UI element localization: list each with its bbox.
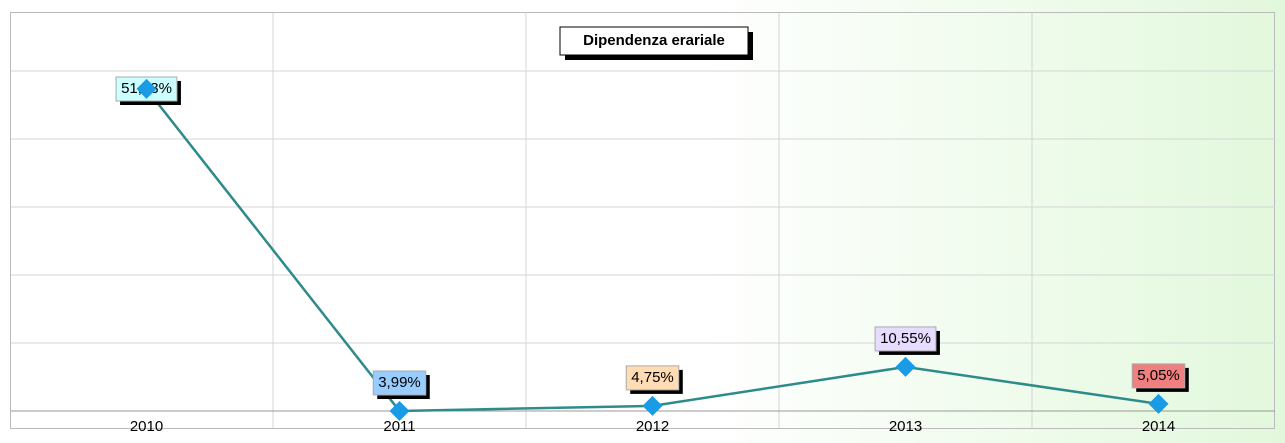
x-tick-label: 2010	[130, 418, 163, 435]
value-label-box	[874, 326, 937, 352]
x-tick-label: 2013	[889, 418, 922, 435]
value-label: 5,05%	[1137, 367, 1180, 384]
plot-frame	[10, 12, 1275, 429]
value-label: 4,75%	[631, 369, 674, 386]
x-tick-label: 2014	[1142, 418, 1175, 435]
data-point	[642, 395, 663, 416]
data-point	[389, 401, 410, 421]
value-label: 3,99%	[378, 374, 421, 391]
title-box	[559, 26, 749, 56]
data-point	[1148, 393, 1169, 414]
data-point	[895, 356, 916, 377]
x-tick-label: 2012	[636, 418, 669, 435]
value-label-box	[372, 370, 427, 396]
x-tick-label: 2011	[383, 418, 415, 435]
value-label-box	[1131, 363, 1186, 389]
value-label: 10,55%	[880, 330, 931, 347]
value-label-box	[625, 365, 680, 391]
chart-title: Dipendenza erariale	[583, 32, 725, 49]
data-point	[136, 78, 157, 99]
